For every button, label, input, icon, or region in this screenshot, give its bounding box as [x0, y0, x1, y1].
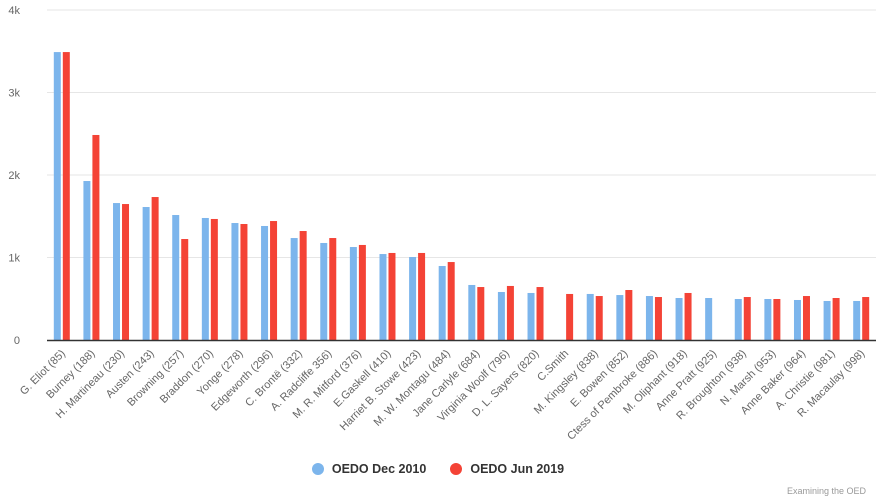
bar-dec-2010[interactable]: [290, 238, 298, 340]
bar-dec-2010[interactable]: [497, 291, 505, 340]
bar-jun-2019[interactable]: [802, 296, 810, 340]
bar-dec-2010[interactable]: [675, 298, 683, 340]
bar-dec-2010[interactable]: [320, 242, 328, 340]
bar-dec-2010[interactable]: [705, 298, 713, 340]
bar-dec-2010[interactable]: [438, 265, 446, 340]
bar-dec-2010[interactable]: [764, 298, 772, 340]
legend: OEDO Dec 2010 OEDO Jun 2019: [0, 462, 876, 476]
bar-jun-2019[interactable]: [566, 293, 574, 340]
bar-jun-2019[interactable]: [92, 134, 100, 340]
bar-jun-2019[interactable]: [329, 238, 337, 340]
bar-jun-2019[interactable]: [625, 290, 633, 340]
bar-dec-2010[interactable]: [734, 298, 742, 340]
bar-dec-2010[interactable]: [261, 225, 269, 340]
bar-jun-2019[interactable]: [506, 285, 514, 340]
bar-jun-2019[interactable]: [684, 292, 692, 340]
bar-dec-2010[interactable]: [409, 257, 417, 340]
bar-jun-2019[interactable]: [743, 297, 751, 340]
y-tick-label: 0: [14, 335, 20, 347]
legend-item-dec-2010[interactable]: OEDO Dec 2010: [311, 462, 427, 476]
bar-dec-2010[interactable]: [793, 299, 801, 340]
bar-jun-2019[interactable]: [447, 262, 455, 340]
bar-jun-2019[interactable]: [151, 197, 159, 340]
bar-jun-2019[interactable]: [240, 224, 248, 340]
bar-dec-2010[interactable]: [142, 207, 150, 340]
bar-dec-2010[interactable]: [527, 292, 535, 340]
bar-dec-2010[interactable]: [53, 52, 61, 340]
bar-jun-2019[interactable]: [210, 218, 218, 340]
legend-dot-icon: [450, 463, 463, 475]
bar-dec-2010[interactable]: [201, 217, 209, 340]
bar-jun-2019[interactable]: [595, 296, 603, 340]
y-tick-label: 3k: [8, 88, 20, 100]
bar-dec-2010[interactable]: [468, 284, 476, 340]
bar-jun-2019[interactable]: [181, 239, 189, 340]
legend-dot-icon: [311, 463, 324, 475]
y-tick-label: 1k: [8, 253, 20, 265]
bar-dec-2010[interactable]: [616, 295, 624, 340]
legend-label: OEDO Dec 2010: [331, 462, 427, 476]
bar-jun-2019[interactable]: [299, 231, 307, 340]
bar-dec-2010[interactable]: [586, 293, 594, 340]
x-axis-labels: G. Eliot (85)Burney (188)H. Martineau (2…: [18, 348, 867, 443]
bar-jun-2019[interactable]: [122, 204, 130, 340]
bar-jun-2019[interactable]: [418, 252, 426, 340]
bar-dec-2010[interactable]: [379, 254, 387, 340]
bar-jun-2019[interactable]: [477, 287, 485, 340]
bar-dec-2010[interactable]: [645, 296, 653, 340]
bar-jun-2019[interactable]: [832, 298, 840, 340]
y-tick-label: 2k: [8, 170, 20, 182]
gridlines: [47, 9, 876, 258]
chart-credit[interactable]: Examining the OED: [786, 486, 866, 496]
bar-dec-2010[interactable]: [823, 300, 831, 340]
bar-chart: 0 1k 2k 3k 4k G. Eliot (85)Burney (188)H. Ma…: [8, 5, 876, 443]
y-axis-labels: 0 1k 2k 3k 4k: [8, 5, 20, 347]
bar-jun-2019[interactable]: [536, 287, 544, 340]
bars: [53, 52, 870, 340]
bar-jun-2019[interactable]: [654, 297, 662, 340]
y-tick-label: 4k: [8, 5, 20, 17]
bar-dec-2010[interactable]: [172, 215, 180, 340]
legend-label: OEDO Jun 2019: [470, 462, 565, 476]
bar-dec-2010[interactable]: [231, 223, 239, 340]
bar-dec-2010[interactable]: [83, 181, 91, 340]
bar-dec-2010[interactable]: [349, 247, 357, 340]
bar-jun-2019[interactable]: [358, 244, 366, 340]
bar-dec-2010[interactable]: [853, 300, 861, 340]
bar-jun-2019[interactable]: [773, 298, 781, 340]
bar-dec-2010[interactable]: [113, 203, 121, 340]
bar-jun-2019[interactable]: [862, 297, 870, 340]
bar-jun-2019[interactable]: [388, 252, 396, 340]
bar-jun-2019[interactable]: [270, 221, 278, 340]
legend-item-jun-2019[interactable]: OEDO Jun 2019: [450, 462, 564, 476]
bar-jun-2019[interactable]: [62, 52, 70, 340]
